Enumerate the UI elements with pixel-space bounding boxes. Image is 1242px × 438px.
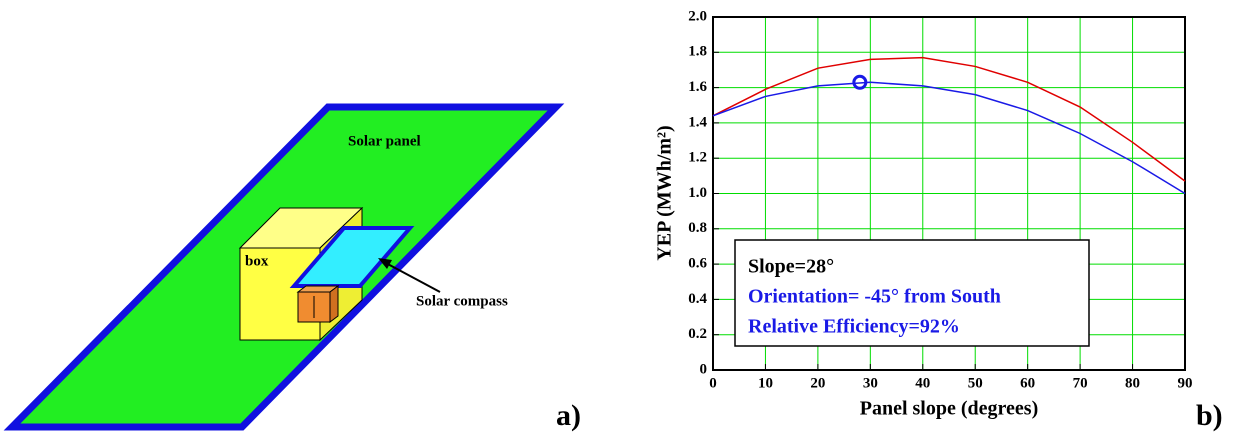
annotation: Orientation= -45° from South	[748, 286, 1001, 308]
y-tick-label: 1.2	[688, 150, 707, 166]
y-tick-label: 0.2	[688, 326, 707, 342]
figure: Solar panel box Solar compass a) b) Pane…	[0, 0, 1242, 438]
part-label: b)	[1196, 399, 1223, 432]
x-tick-label: 50	[968, 375, 983, 391]
y-tick-label: 0.8	[688, 220, 707, 236]
compass-base-side	[330, 286, 338, 322]
annotation: Relative Efficiency=92%	[748, 316, 960, 338]
compass-label: Solar compass	[416, 293, 508, 309]
chart: b) Panel slope (degrees) YEP (MWh/m²) 0 1…	[654, 8, 1223, 431]
y-axis-label: YEP (MWh/m²)	[654, 125, 676, 260]
x-tick-label: 0	[709, 375, 717, 391]
y-tick-label: 0.4	[688, 291, 707, 307]
y-tick-label: 1.8	[688, 44, 707, 60]
x-axis-label: Panel slope (degrees)	[860, 398, 1039, 420]
y-tick-label: 1.0	[688, 185, 707, 201]
x-tick-label: 30	[863, 375, 878, 391]
y-tick-label: 1.4	[688, 114, 707, 130]
part-label: a)	[556, 399, 581, 432]
x-tick-label: 70	[1073, 375, 1088, 391]
x-tick-label: 90	[1178, 375, 1193, 391]
y-tick-label: 2.0	[688, 8, 707, 24]
panel-label: Solar panel	[348, 133, 421, 149]
x-tick-label: 20	[810, 375, 825, 391]
x-tick-label: 60	[1020, 375, 1035, 391]
annotation: Slope=28°	[748, 256, 834, 278]
box-label: box	[245, 253, 269, 269]
x-tick-label: 10	[758, 375, 773, 391]
y-tick-label: 0.6	[688, 256, 707, 272]
x-tick-label: 40	[915, 375, 930, 391]
y-tick-label: 0	[700, 361, 708, 377]
diagram: Solar panel box Solar compass a)	[12, 107, 581, 432]
x-tick-label: 80	[1125, 375, 1140, 391]
y-tick-label: 1.6	[688, 79, 707, 95]
